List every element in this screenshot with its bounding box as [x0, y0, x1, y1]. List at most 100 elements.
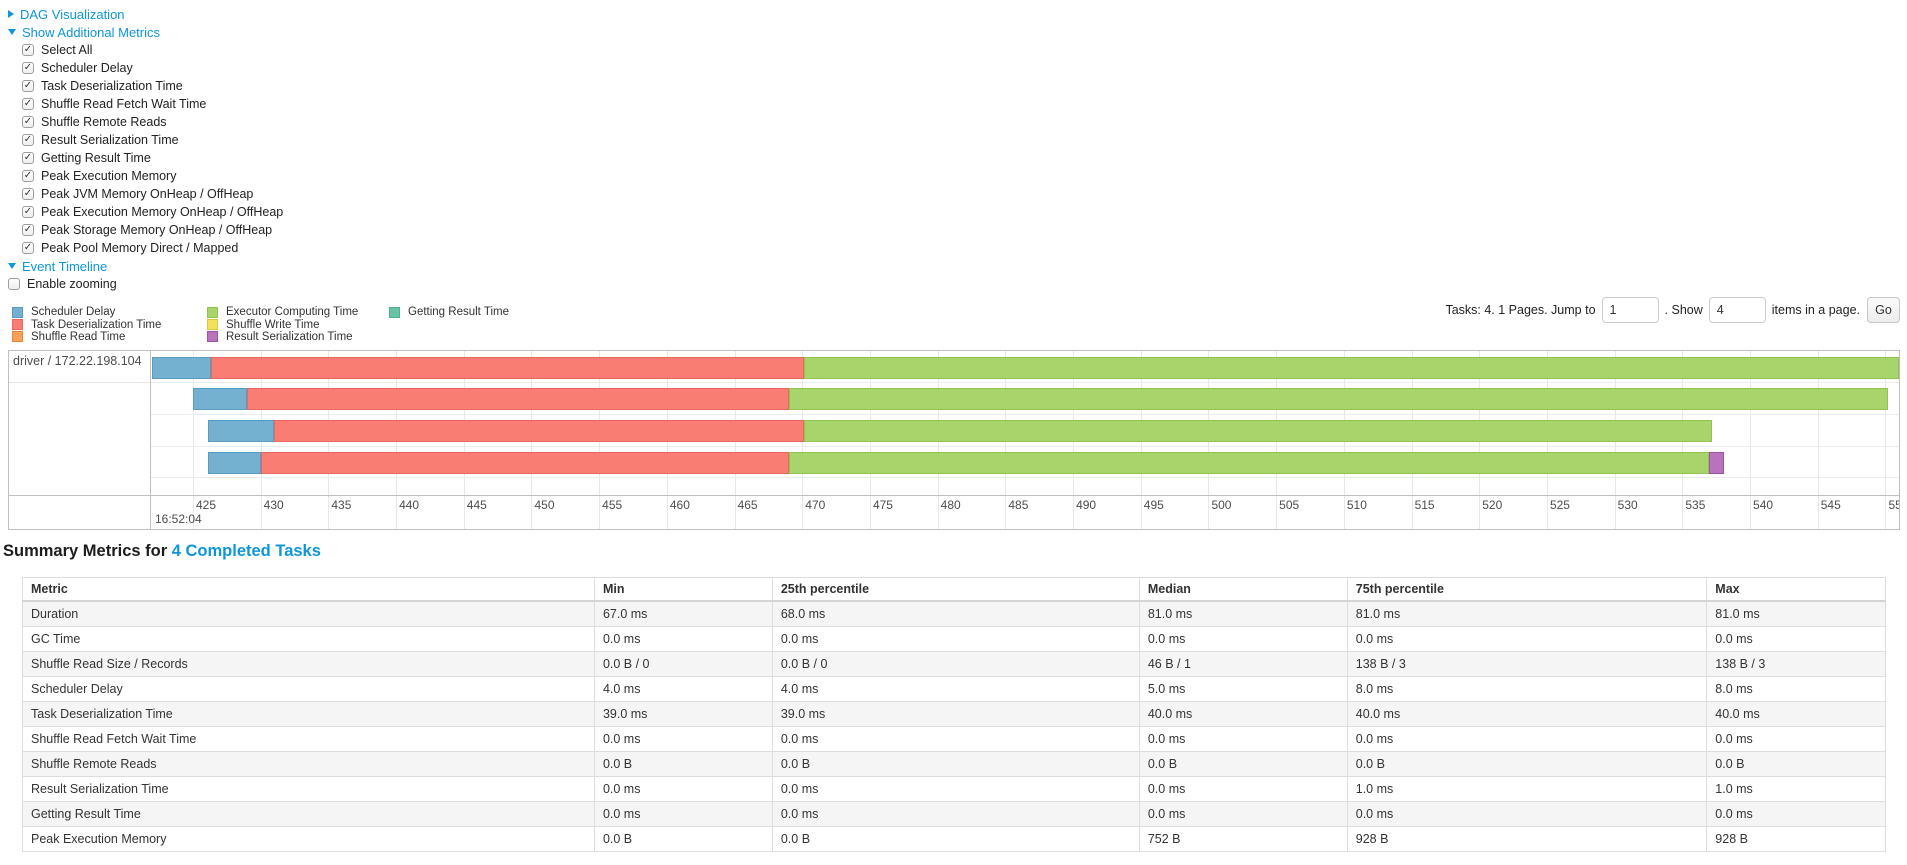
metric-checkbox-row: ✓ Result Serialization Time — [22, 131, 283, 149]
checkbox-checked-icon[interactable]: ✓ — [22, 98, 34, 110]
metric-value-cell: 0.0 ms — [1706, 625, 1886, 652]
metric-value-cell: 0.0 ms — [1138, 725, 1348, 752]
items-per-page-input[interactable] — [1708, 297, 1766, 323]
task-segment-executor-computing[interactable] — [803, 420, 1713, 442]
metric-value-cell: 0.0 B — [593, 750, 773, 777]
timeline-tick-label: 525 — [1549, 498, 1570, 512]
metric-value-cell: 81.0 ms — [1706, 600, 1886, 627]
checkbox-checked-icon[interactable]: ✓ — [22, 134, 34, 146]
metric-value-cell: 8.0 ms — [1706, 675, 1886, 702]
metric-value-cell: 0.0 ms — [1706, 725, 1886, 752]
legend-item: Getting Result Time — [389, 306, 509, 318]
task-segment-task-deserialization[interactable] — [210, 357, 804, 379]
checkbox-checked-icon[interactable]: ✓ — [22, 80, 34, 92]
show-additional-metrics-toggle[interactable]: Show Additional Metrics — [8, 23, 283, 41]
checkbox-checked-icon[interactable]: ✓ — [22, 170, 34, 182]
metric-value-cell: 0.0 ms — [1138, 625, 1348, 652]
checkbox-checked-icon[interactable]: ✓ — [22, 152, 34, 164]
table-row: Result Serialization Time 0.0 ms 0.0 ms 0.0… — [22, 775, 1886, 802]
checkbox-checked-icon[interactable]: ✓ — [22, 206, 34, 218]
enable-zooming-label: Enable zooming — [27, 277, 117, 291]
go-button[interactable]: Go — [1867, 297, 1900, 323]
metric-checkbox-label: Select All — [41, 43, 93, 57]
metric-value-cell: 0.0 B — [593, 825, 773, 852]
timeline-tick-label: 475 — [872, 498, 893, 512]
metric-value-cell: 67.0 ms — [593, 600, 773, 627]
timeline-tick-label: 515 — [1414, 498, 1435, 512]
table-header-cell: Max — [1706, 577, 1886, 602]
metric-checkbox-row: ✓ Peak Execution Memory OnHeap / OffHeap — [22, 203, 283, 221]
task-segment-scheduler-delay[interactable] — [192, 388, 248, 410]
legend-item: Shuffle Read Time — [12, 331, 207, 343]
metric-value-cell: 39.0 ms — [771, 700, 1140, 727]
metric-value-cell: 752 B — [1138, 825, 1348, 852]
metric-name-cell: Getting Result Time — [22, 800, 595, 827]
metric-value-cell: 928 B — [1706, 825, 1886, 852]
legend-label: Getting Result Time — [408, 306, 509, 319]
timeline-gridline — [1885, 351, 1887, 529]
legend-item: Executor Computing Time — [207, 306, 389, 318]
task-segment-scheduler-delay[interactable] — [207, 420, 275, 442]
timeline-tick-label: 455 — [602, 498, 623, 512]
metric-checkbox-row: ✓ Task Deserialization Time — [22, 77, 283, 95]
timeline-tick-label: 430 — [263, 498, 284, 512]
event-timeline-toggle[interactable]: Event Timeline — [8, 257, 283, 275]
dag-visualization-toggle[interactable]: DAG Visualization — [8, 5, 283, 23]
metric-name-cell: GC Time — [22, 625, 595, 652]
timeline-tick-label: 445 — [466, 498, 487, 512]
legend-label: Executor Computing Time — [226, 306, 359, 319]
table-header-row: Metric Min 25th percentile Median 75th perce… — [22, 577, 1886, 602]
table-header-cell: Metric — [22, 577, 595, 602]
arrow-down-icon — [8, 263, 16, 269]
checkbox-checked-icon[interactable]: ✓ — [22, 188, 34, 200]
jump-to-page-input[interactable] — [1601, 297, 1659, 323]
stage-detail-toggles: DAG Visualization Show Additional Metric… — [8, 5, 283, 293]
metric-value-cell: 0.0 ms — [593, 800, 773, 827]
metric-value-cell: 0.0 ms — [593, 625, 773, 652]
show-additional-metrics-label: Show Additional Metrics — [22, 24, 161, 40]
table-row: Scheduler Delay 4.0 ms 4.0 ms 5.0 ms 8.0 ms 8… — [22, 675, 1886, 702]
task-segment-scheduler-delay[interactable] — [152, 357, 211, 379]
checkbox-checked-icon[interactable]: ✓ — [22, 242, 34, 254]
enable-zooming-checkbox[interactable] — [8, 278, 20, 290]
task-bar — [151, 452, 1899, 474]
timeline-tick-label: 540 — [1753, 498, 1774, 512]
timeline-tick-label: 500 — [1211, 498, 1232, 512]
task-deserialization-swatch-icon — [12, 319, 23, 331]
metric-value-cell: 0.0 B — [771, 825, 1140, 852]
legend-item: Scheduler Delay — [12, 306, 207, 318]
checkbox-checked-icon[interactable]: ✓ — [22, 116, 34, 128]
table-row: Task Deserialization Time 39.0 ms 39.0 ms 4… — [22, 700, 1886, 727]
dag-visualization-label: DAG Visualization — [20, 6, 125, 22]
task-segment-scheduler-delay[interactable] — [207, 452, 261, 474]
task-segment-result-serialization[interactable] — [1709, 452, 1725, 474]
timeline-gridline — [1750, 351, 1752, 529]
metric-name-cell: Shuffle Read Size / Records — [22, 650, 595, 677]
metric-checkbox-label: Task Deserialization Time — [41, 79, 183, 93]
timeline-tick-label: 530 — [1617, 498, 1638, 512]
timeline-gridline — [192, 351, 194, 529]
metric-value-cell: 68.0 ms — [771, 600, 1140, 627]
task-segment-task-deserialization[interactable] — [247, 388, 789, 410]
metric-value-cell: 0.0 ms — [1706, 800, 1886, 827]
items-in-page-text: items in a page. — [1771, 303, 1860, 317]
task-segment-executor-computing[interactable] — [788, 388, 1889, 410]
timeline-group-column: driver / 172.22.198.104 — [9, 351, 151, 529]
metric-checkbox-label: Getting Result Time — [41, 151, 151, 165]
completed-tasks-link[interactable]: 4 Completed Tasks — [171, 542, 321, 560]
metric-value-cell: 1.0 ms — [1346, 775, 1708, 802]
checkbox-checked-icon[interactable]: ✓ — [22, 224, 34, 236]
checkbox-checked-icon[interactable]: ✓ — [22, 44, 34, 56]
metric-name-cell: Shuffle Read Fetch Wait Time — [22, 725, 595, 752]
metric-value-cell: 81.0 ms — [1346, 600, 1708, 627]
checkbox-checked-icon[interactable]: ✓ — [22, 62, 34, 74]
metric-checkbox-label: Peak Execution Memory — [41, 169, 177, 183]
timeline-tick-label: 550 — [1888, 498, 1899, 512]
task-segment-executor-computing[interactable] — [788, 452, 1710, 474]
metric-value-cell: 0.0 B / 0 — [771, 650, 1140, 677]
task-segment-task-deserialization[interactable] — [274, 420, 804, 442]
task-segment-task-deserialization[interactable] — [260, 452, 789, 474]
legend-column: Scheduler Delay Task Deserialization Time… — [12, 306, 207, 343]
timeline-tick-label: 435 — [331, 498, 352, 512]
task-segment-executor-computing[interactable] — [803, 357, 1899, 379]
